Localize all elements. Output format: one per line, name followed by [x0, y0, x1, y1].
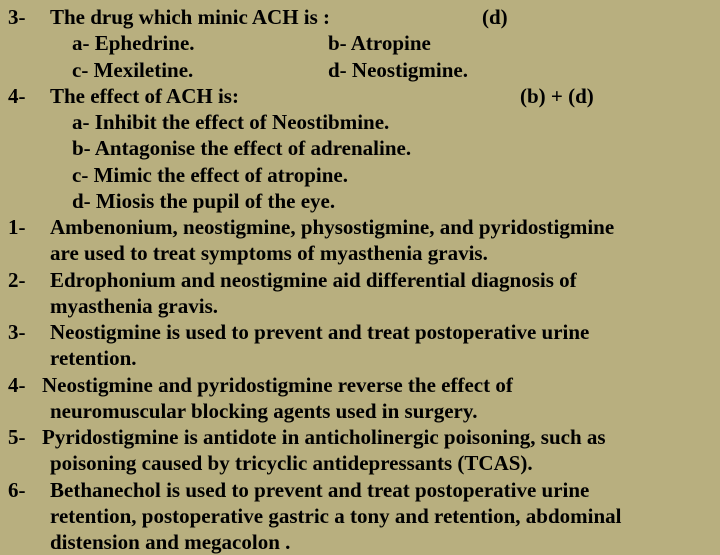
question-4-option-b: b- Antagonise the effect of adrenaline. — [8, 135, 712, 161]
question-3-answer: (d) — [482, 4, 508, 30]
question-4-option-c: c- Mimic the effect of atropine. — [8, 162, 712, 188]
statement-2-text-2: myasthenia gravis. — [8, 293, 712, 319]
question-3-text: The drug which minic ACH is : — [50, 4, 482, 30]
statement-3-text-1: Neostigmine is used to prevent and treat… — [50, 319, 589, 345]
question-3-option-c: c- Mexiletine. — [72, 57, 328, 83]
question-3-option-b: b- Atropine — [328, 30, 431, 56]
statement-6-text-3: distension and megacolon . — [8, 529, 712, 555]
question-4-text: The effect of ACH is: — [50, 83, 520, 109]
statement-6-number: 6- — [8, 477, 50, 503]
statement-2-number: 2- — [8, 267, 50, 293]
statement-5-line-1: 5- Pyridostigmine is antidote in anticho… — [8, 424, 712, 450]
statement-6-text-2: retention, postoperative gastric a tony … — [8, 503, 712, 529]
statement-6-text-1: Bethanechol is used to prevent and treat… — [50, 477, 589, 503]
statement-4-number: 4- — [8, 372, 42, 398]
question-3-number: 3- — [8, 4, 50, 30]
statement-4-text-2: neuromuscular blocking agents used in su… — [8, 398, 712, 424]
question-4-header: 4- The effect of ACH is: (b) + (d) — [8, 83, 712, 109]
statement-3-text-2: retention. — [8, 345, 712, 371]
statement-4-text-1: Neostigmine and pyridostigmine reverse t… — [42, 372, 513, 398]
question-4-number: 4- — [8, 83, 50, 109]
statement-1-number: 1- — [8, 214, 50, 240]
statement-2-text-1: Edrophonium and neostigmine aid differen… — [50, 267, 577, 293]
statement-1-text-1: Ambenonium, neostigmine, physostigmine, … — [50, 214, 614, 240]
question-3-option-a: a- Ephedrine. — [72, 30, 328, 56]
statement-4-line-1: 4- Neostigmine and pyridostigmine revers… — [8, 372, 712, 398]
statement-5-text-2: poisoning caused by tricyclic antidepres… — [8, 450, 712, 476]
statement-5-number: 5- — [8, 424, 42, 450]
statement-2-line-1: 2- Edrophonium and neostigmine aid diffe… — [8, 267, 712, 293]
question-3-header: 3- The drug which minic ACH is : (d) — [8, 4, 712, 30]
statement-3-number: 3- — [8, 319, 50, 345]
statement-3-line-1: 3- Neostigmine is used to prevent and tr… — [8, 319, 712, 345]
statement-5-text-1: Pyridostigmine is antidote in anticholin… — [42, 424, 606, 450]
question-3-options-row-1: a- Ephedrine. b- Atropine — [8, 30, 712, 56]
statement-1-text-2: are used to treat symptoms of myasthenia… — [8, 240, 712, 266]
statement-1-line-1: 1- Ambenonium, neostigmine, physostigmin… — [8, 214, 712, 240]
question-4-option-d: d- Miosis the pupil of the eye. — [8, 188, 712, 214]
question-4-answer: (b) + (d) — [520, 83, 594, 109]
question-3-option-d: d- Neostigmine. — [328, 57, 468, 83]
question-3-options-row-2: c- Mexiletine. d- Neostigmine. — [8, 57, 712, 83]
statement-6-line-1: 6- Bethanechol is used to prevent and tr… — [8, 477, 712, 503]
question-4-option-a: a- Inhibit the effect of Neostibmine. — [8, 109, 712, 135]
